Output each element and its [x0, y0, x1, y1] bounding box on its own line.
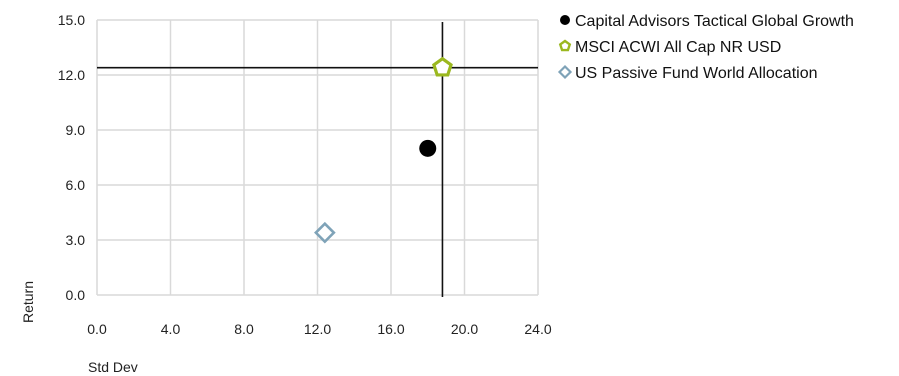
y-tick-label: 9.0 — [66, 122, 86, 138]
data-points — [314, 56, 453, 244]
legend-label: US Passive Fund World Allocation — [575, 65, 817, 82]
x-tick-label: 0.0 — [87, 321, 107, 337]
y-tick-label: 3.0 — [66, 232, 86, 248]
y-tick-label: 6.0 — [66, 177, 86, 193]
y-tick-label: 12.0 — [58, 67, 85, 83]
legend-diamond-marker — [557, 64, 573, 80]
x-tick-label: 4.0 — [161, 321, 181, 337]
y-axis-title: Return — [20, 281, 36, 323]
x-tick-label: 20.0 — [451, 321, 478, 337]
x-tick-label: 12.0 — [304, 321, 331, 337]
x-axis-title: Std Dev — [88, 359, 138, 375]
legend-label: Capital Advisors Tactical Global Growth — [575, 13, 854, 30]
legend-label: MSCI ACWI All Cap NR USD — [575, 39, 781, 56]
legend-pentagon-marker — [558, 39, 572, 52]
x-tick-label: 24.0 — [524, 321, 551, 337]
circle-point — [419, 139, 437, 157]
grid — [96, 19, 539, 296]
legend: Capital Advisors Tactical Global Growth M… — [557, 13, 854, 82]
x-tick-label: 8.0 — [234, 321, 254, 337]
pentagon-point — [432, 56, 453, 77]
y-tick-labels: 0.0 3.0 6.0 9.0 12.0 15.0 — [58, 12, 85, 303]
x-tick-labels: 0.0 4.0 8.0 12.0 16.0 20.0 24.0 — [87, 321, 552, 337]
legend-circle-marker — [560, 15, 570, 25]
x-tick-label: 16.0 — [377, 321, 404, 337]
y-tick-label: 15.0 — [58, 12, 85, 28]
y-tick-label: 0.0 — [66, 287, 86, 303]
diamond-point — [314, 221, 336, 244]
